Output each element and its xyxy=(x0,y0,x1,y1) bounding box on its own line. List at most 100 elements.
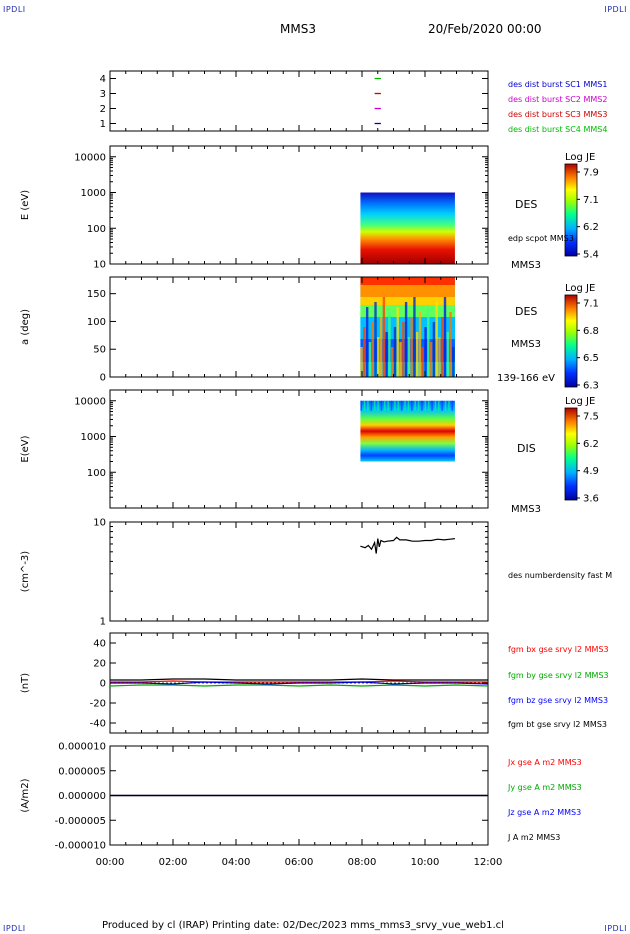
y-tick-label: -20 xyxy=(90,699,106,710)
y-tick-label: 3 xyxy=(100,89,106,100)
x-tick-label: 00:00 xyxy=(96,857,125,868)
series-line-density-0 xyxy=(360,536,455,554)
edp-label: edp scpot MMS3 xyxy=(508,234,574,243)
dis-stripe xyxy=(387,400,389,411)
colorbar-tick-label: 6.2 xyxy=(583,439,599,450)
corner-mark-top-left: IPDLI xyxy=(3,5,26,14)
pitch-stripe xyxy=(390,347,394,377)
pitch-stripe xyxy=(416,332,419,377)
dis-label: DIS xyxy=(517,442,536,455)
dis-stripe xyxy=(438,400,440,411)
panel-frame-burst xyxy=(109,70,489,132)
dis-stripe xyxy=(367,400,369,411)
y-axis-label: E(eV) xyxy=(20,435,31,462)
spacecraft-label: MMS3 xyxy=(511,504,541,515)
legend-burst-mms3: des dist burst SC3 MMS3 xyxy=(508,110,607,119)
legend-density-0: des numberdensity fast M xyxy=(508,571,612,580)
legend-burst-mms4: des dist burst SC4 MMS4 xyxy=(508,125,607,134)
dis-energy-spectrogram xyxy=(360,400,455,462)
corner-mark-bottom-left: IPDLI xyxy=(3,924,26,933)
y-tick-label: 10000 xyxy=(74,152,106,163)
pitch-stripe xyxy=(452,347,455,377)
legend-burst-mms2: des dist burst SC2 MMS2 xyxy=(508,95,607,104)
dis-stripe xyxy=(411,400,413,411)
pitch-stripe xyxy=(382,297,386,377)
dis-stripe xyxy=(373,400,376,411)
colorbar-title: Log JE xyxy=(565,283,595,294)
colorbar xyxy=(564,407,578,501)
x-tick-label: 06:00 xyxy=(285,857,314,868)
pitch-stripe xyxy=(360,347,363,377)
pitch-stripe xyxy=(432,322,436,377)
legend-magnetic-2: fgm bz gse srvy l2 MMS3 xyxy=(508,696,608,705)
dis-stripe xyxy=(377,400,379,411)
pitch-stripe xyxy=(421,347,424,377)
colorbar-tick-label: 7.9 xyxy=(583,168,599,179)
y-tick-label: -0.000010 xyxy=(55,841,106,852)
y-tick-label: 1000 xyxy=(81,188,106,199)
colorbar xyxy=(564,294,578,388)
pitch-stripe xyxy=(443,297,447,377)
y-tick-label: 40 xyxy=(93,639,106,650)
corner-mark-bottom-right: IPDLI xyxy=(604,924,627,933)
x-tick-label: 10:00 xyxy=(411,857,440,868)
dis-stripe xyxy=(421,400,423,411)
date-title: 20/Feb/2020 00:00 xyxy=(428,22,542,36)
pitch-stripe xyxy=(402,322,405,377)
colorbar xyxy=(564,163,578,257)
pitch-band xyxy=(360,297,455,305)
colorbar-tick-label: 6.8 xyxy=(583,326,599,337)
des-pitch-label: DES xyxy=(515,305,537,318)
y-axis-label: (A/m2) xyxy=(20,778,31,812)
energy-range-label: 139-166 eV xyxy=(497,373,555,384)
colorbar-tick-label: 6.2 xyxy=(583,222,599,233)
series-line-magnetic-1 xyxy=(109,684,489,687)
y-tick-label: 0.000005 xyxy=(58,766,106,777)
legend-magnetic-3: fgm bt gse srvy l2 MMS3 xyxy=(508,720,607,729)
pitch-stripe xyxy=(410,317,413,377)
x-tick-label: 08:00 xyxy=(348,857,377,868)
des-label: DES xyxy=(515,198,537,211)
spacecraft-label: MMS3 xyxy=(511,260,541,271)
dis-stripe xyxy=(370,400,373,411)
pitch-stripe xyxy=(407,337,411,377)
x-tick-label: 02:00 xyxy=(159,857,188,868)
legend-magnetic-0: fgm bx gse srvy l2 MMS3 xyxy=(508,645,609,654)
pitch-stripe xyxy=(413,297,416,377)
panel-frame-density xyxy=(109,521,489,622)
dis-stripe xyxy=(394,400,396,411)
pitch-stripe xyxy=(404,302,408,377)
y-axis-label: a (deg) xyxy=(20,309,31,345)
colorbar-tick-label: 7.5 xyxy=(583,412,599,423)
pitch-stripe xyxy=(396,307,399,377)
pitch-stripe xyxy=(388,312,391,377)
footer-credit: Produced by cl (IRAP) Printing date: 02/… xyxy=(102,920,504,931)
dis-stripe xyxy=(427,400,430,411)
y-tick-label: 0.000010 xyxy=(58,742,106,753)
x-tick-label: 12:00 xyxy=(474,857,503,868)
colorbar-tick-label: 6.3 xyxy=(583,381,599,392)
y-tick-label: 4 xyxy=(100,74,106,85)
y-tick-label: 1 xyxy=(100,617,106,628)
y-axis-label: (nT) xyxy=(20,673,31,693)
y-tick-label: 10000 xyxy=(74,396,106,407)
series-line-magnetic-0 xyxy=(110,680,488,683)
colorbar-tick-label: 5.4 xyxy=(583,250,599,261)
legend-current-0: Jx gse A m2 MMS3 xyxy=(507,758,582,767)
y-tick-label: 1 xyxy=(100,119,106,130)
pitch-stripe xyxy=(449,312,452,377)
dis-stripe xyxy=(380,400,383,411)
dis-stripe xyxy=(363,400,366,411)
dis-stripe xyxy=(360,400,362,411)
colorbar-tick-label: 7.1 xyxy=(583,195,599,206)
y-axis-label: (cm^-3) xyxy=(20,551,31,592)
pitch-stripe xyxy=(379,317,383,377)
legend-current-3: J A m2 MMS3 xyxy=(507,833,560,842)
x-tick-label: 04:00 xyxy=(222,857,251,868)
y-tick-label: -40 xyxy=(90,719,106,730)
dis-stripe xyxy=(407,400,410,411)
y-tick-label: 1000 xyxy=(81,432,106,443)
pitch-stripe xyxy=(441,317,444,377)
pitch-stripe xyxy=(374,302,377,377)
des-energy-spectrogram xyxy=(360,192,455,264)
